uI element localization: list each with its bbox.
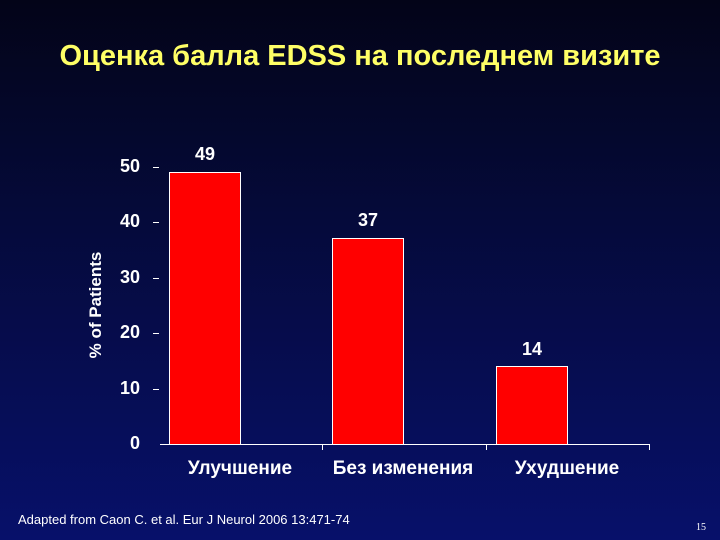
y-tick-0: 0	[129, 433, 140, 453]
bar-value-label: 49	[194, 144, 216, 164]
bar-bez-izmeneniya	[332, 238, 404, 444]
x-tickmark	[322, 444, 323, 450]
y-tick-20: 20	[119, 322, 140, 342]
y-tickmark	[153, 278, 159, 279]
bar-value-label: 14	[521, 339, 543, 359]
y-tick-40: 40	[119, 211, 140, 231]
x-category-label: Ухудшение	[514, 458, 620, 479]
slide-title: Оценка балла EDSS на последнем визите	[59, 40, 661, 72]
y-tick-30: 30	[119, 267, 140, 287]
bar-ukhudshenie	[496, 366, 568, 444]
y-tickmark	[153, 167, 159, 168]
y-tickmark	[153, 389, 159, 390]
y-tickmark	[153, 333, 159, 334]
y-tick-50: 50	[119, 156, 140, 176]
page-number: 15	[696, 522, 706, 533]
x-category-label: Без изменения	[332, 458, 474, 479]
bar-uluchshenie	[169, 172, 241, 444]
bar-value-label: 37	[357, 210, 379, 230]
y-tickmark	[153, 222, 159, 223]
x-category-label: Улучшение	[187, 458, 293, 479]
x-tickmark	[486, 444, 487, 450]
y-tick-10: 10	[119, 378, 140, 398]
x-axis-line	[160, 444, 650, 445]
source-citation: Adapted from Caon C. et al. Eur J Neurol…	[18, 512, 350, 527]
x-tickmark	[649, 444, 650, 450]
